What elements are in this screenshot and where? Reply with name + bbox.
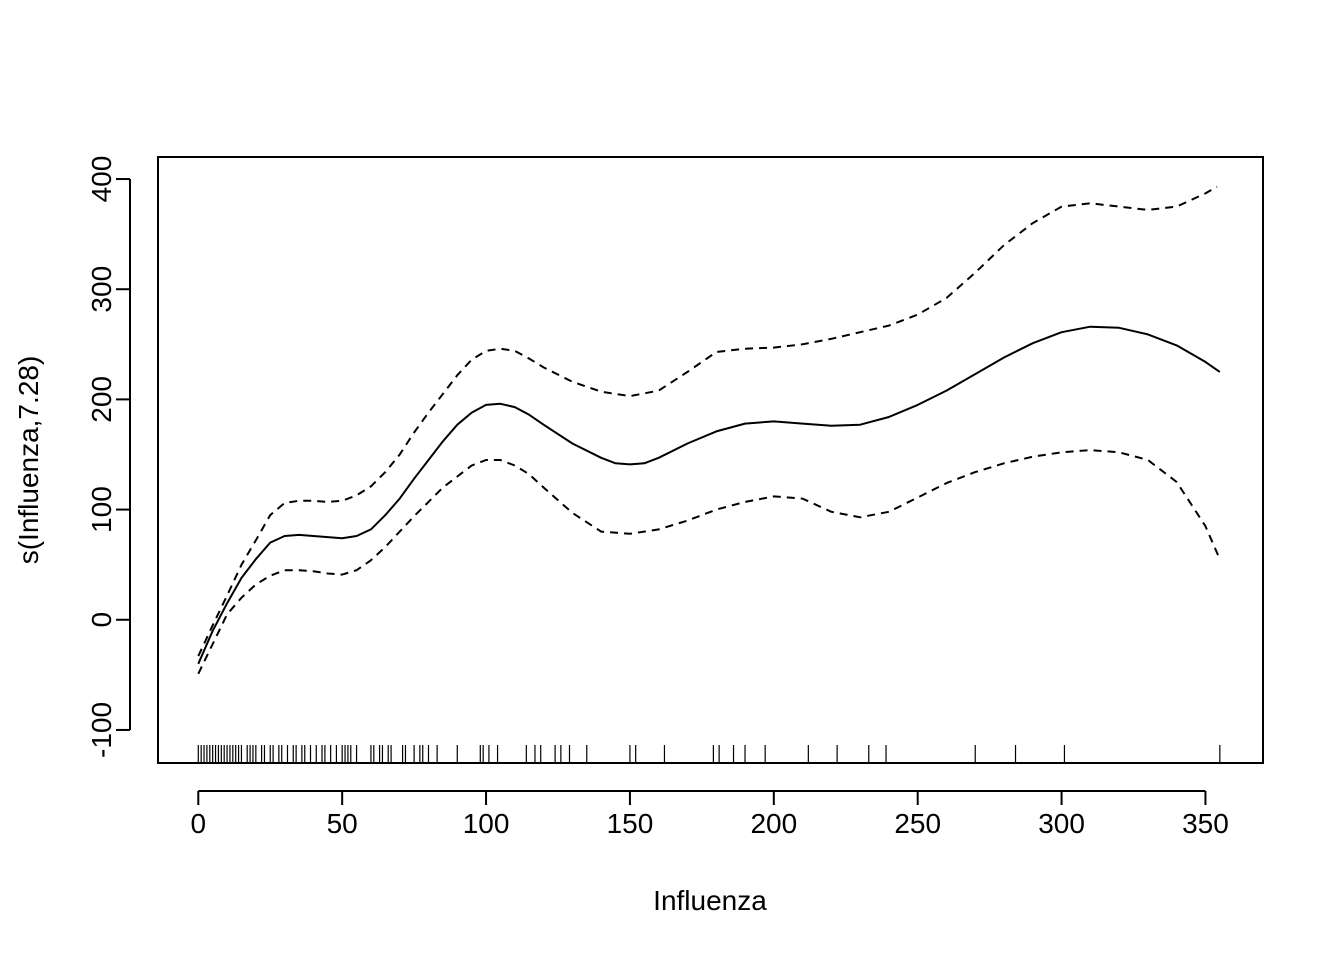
x-tick-label: 350 bbox=[1182, 808, 1229, 839]
y-axis: -100 0 100 200 300 400 bbox=[86, 156, 130, 758]
x-axis: 0 50 100 150 200 250 300 350 bbox=[190, 791, 1228, 839]
x-axis-label: Influenza bbox=[653, 885, 767, 916]
y-tick-label: 0 bbox=[86, 612, 117, 628]
series-lines bbox=[198, 187, 1220, 674]
y-tick-label: -100 bbox=[86, 702, 117, 758]
lower-confidence-band bbox=[198, 450, 1220, 674]
y-tick-label: 300 bbox=[86, 266, 117, 313]
x-tick-label: 200 bbox=[750, 808, 797, 839]
x-tick-label: 150 bbox=[607, 808, 654, 839]
x-tick-label: 250 bbox=[894, 808, 941, 839]
upper-confidence-band bbox=[198, 187, 1217, 656]
y-axis-label: s(Influenza,7.28) bbox=[13, 356, 44, 565]
rug-marks bbox=[198, 745, 1220, 763]
x-tick-label: 50 bbox=[327, 808, 358, 839]
plot-frame bbox=[158, 157, 1263, 763]
smooth-estimate-line bbox=[198, 327, 1220, 664]
y-tick-label: 200 bbox=[86, 376, 117, 423]
y-tick-label: 100 bbox=[86, 486, 117, 533]
x-tick-label: 0 bbox=[190, 808, 206, 839]
axes: 0 50 100 150 200 250 300 350 -100 0 100 200 300 400 bbox=[86, 156, 1263, 839]
x-tick-label: 300 bbox=[1038, 808, 1085, 839]
y-tick-label: 400 bbox=[86, 156, 117, 203]
x-tick-label: 100 bbox=[463, 808, 510, 839]
